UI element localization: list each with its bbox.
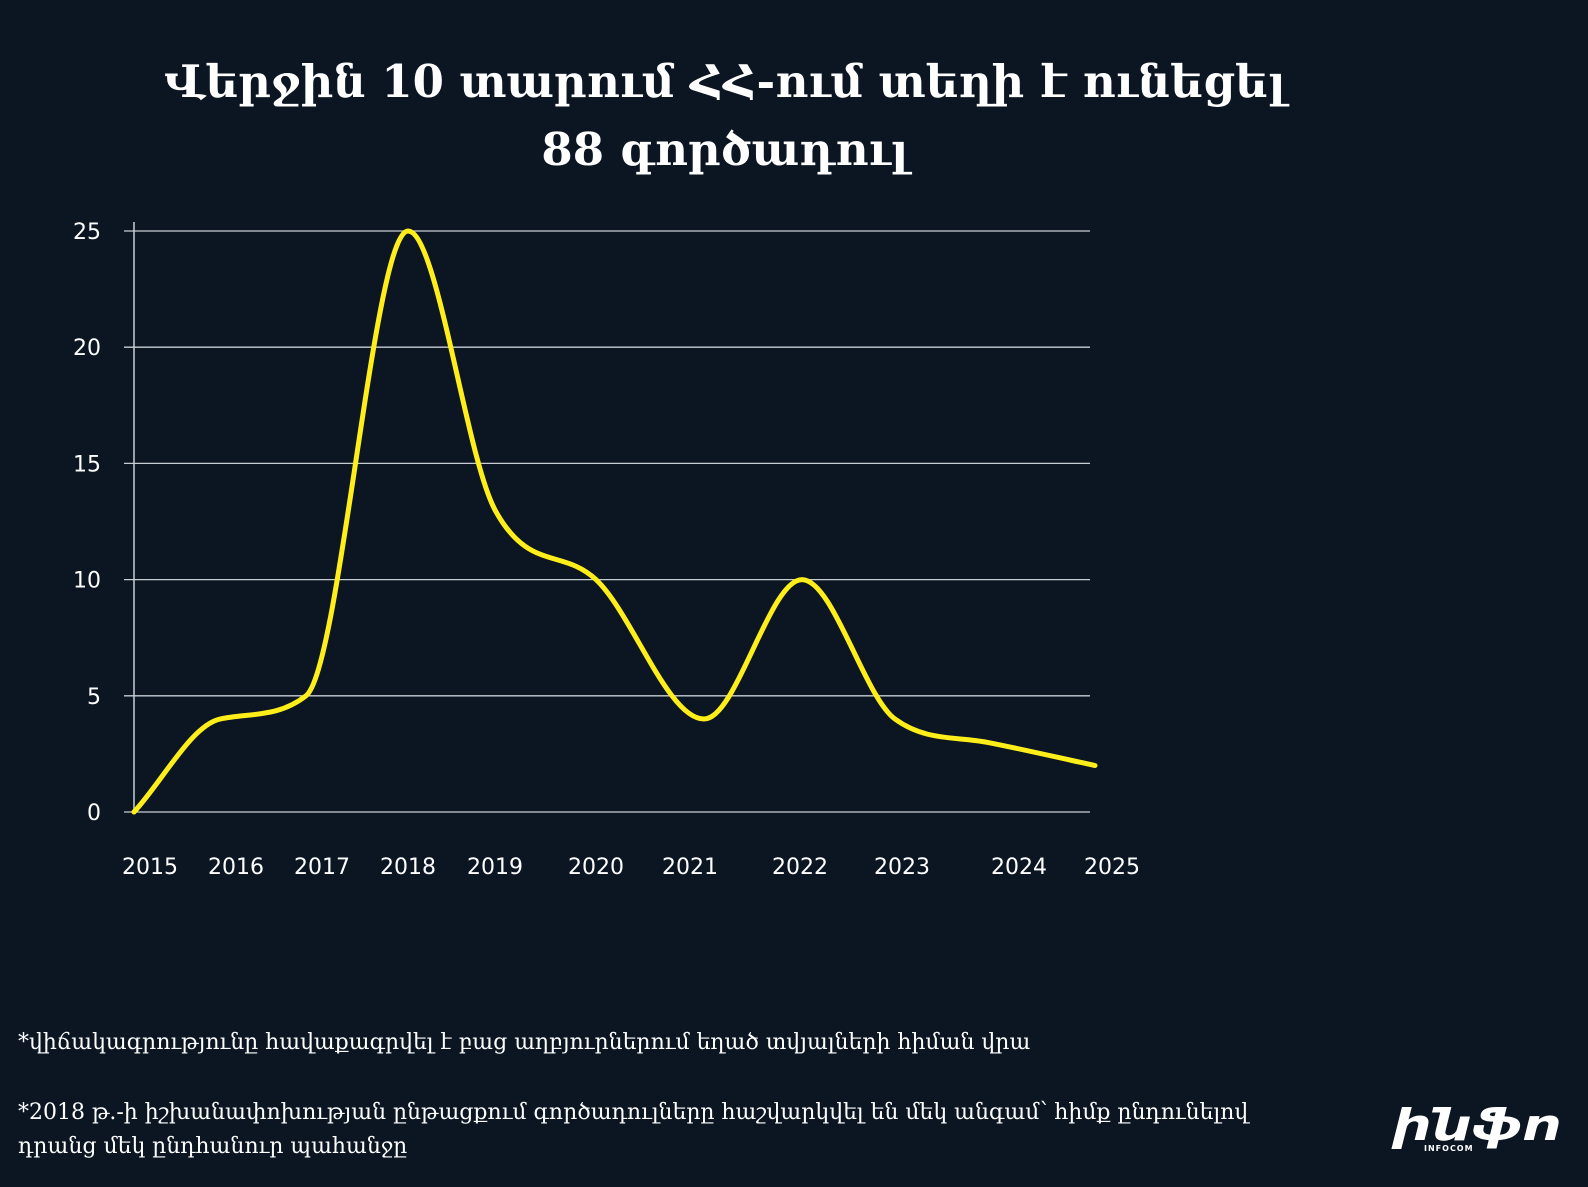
y-axis: 0 5 10 15 20 25 — [73, 220, 135, 826]
x-tick-label: 2017 — [294, 855, 350, 880]
series-line — [131, 228, 1098, 815]
x-tick-label: 2019 — [467, 855, 523, 880]
y-tick-label: 20 — [73, 336, 101, 361]
y-tick-label: 5 — [87, 685, 101, 710]
y-tick-label: 15 — [73, 452, 101, 477]
x-tick-label: 2021 — [662, 855, 718, 880]
x-axis: 2015 2016 2017 2018 2019 2020 2021 2022 2023 2024… — [122, 855, 1140, 880]
footnote-method: *2018 թ.-ի իշխանափոխության ընթացքում գոր… — [18, 1100, 1249, 1159]
x-tick-label: 2015 — [122, 855, 178, 880]
chart-title: Վերջին 10 տարում ՀՀ-ում տեղի է ունեցել 8… — [90, 48, 1360, 184]
y-tick-label: 0 — [87, 801, 101, 826]
logo-wordmark: ինֆո — [1391, 1100, 1562, 1151]
x-tick-label: 2024 — [991, 855, 1047, 880]
logo-subtext: INFOCOM — [1424, 1144, 1474, 1153]
chart-title-line-2: 88 գործադուլ — [541, 123, 909, 176]
chart-title-line-1: Վերջին 10 տարում ՀՀ-ում տեղի է ունեցել — [164, 55, 1286, 108]
x-tick-label: 2020 — [568, 855, 624, 880]
footnote-source: *վիճակագրությունը հավաքագրվել է բաց աղբյ… — [18, 1030, 1031, 1055]
y-tick-label: 10 — [73, 569, 101, 594]
series-layer — [131, 228, 1098, 815]
x-tick-label: 2022 — [772, 855, 828, 880]
x-tick-label: 2023 — [874, 855, 930, 880]
grid-lines — [124, 230, 1090, 813]
x-tick-label: 2025 — [1084, 855, 1140, 880]
infocom-logo: ինֆո INFOCOM — [1391, 1100, 1562, 1153]
x-tick-label: 2018 — [380, 855, 436, 880]
y-tick-label: 25 — [73, 220, 101, 245]
x-tick-label: 2016 — [208, 855, 264, 880]
